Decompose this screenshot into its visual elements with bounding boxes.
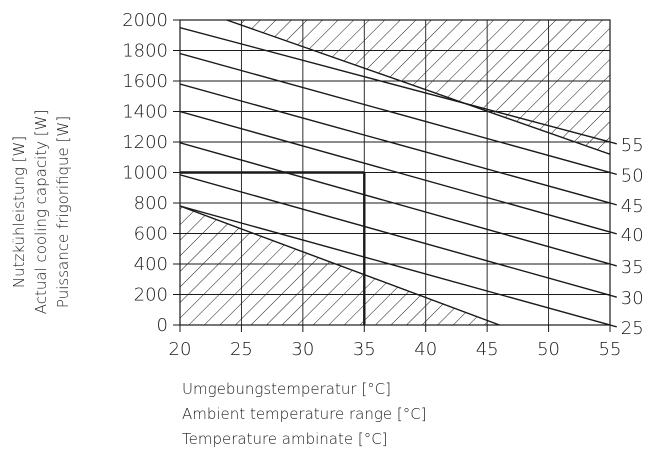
x-tick-label: 55 [599, 339, 622, 360]
capacity-line-45 [180, 83, 610, 204]
y-tick-label: 1600 [122, 71, 168, 92]
capacity-line-tail-40 [609, 231, 617, 235]
capacity-line-tail-50 [609, 171, 617, 176]
hatch-boundary-upper [226, 20, 610, 155]
capacity-line-35 [180, 142, 610, 265]
capacity-line-tail-30 [609, 294, 617, 298]
curve-label-35: 35 [621, 257, 644, 278]
capacity-line-tail-25 [609, 324, 617, 328]
x-axis-title-line-3: Temperature ambinate [°C] [182, 430, 388, 448]
x-tick-label: 30 [291, 339, 314, 360]
y-tick-label: 0 [157, 315, 168, 336]
example-reading [180, 171, 366, 325]
x-tick-label: 50 [537, 339, 560, 360]
y-tick-label: 600 [134, 224, 168, 245]
capacity-curves [180, 26, 610, 325]
y-tick-label: 1800 [122, 41, 168, 62]
curve-label-45: 45 [621, 196, 644, 217]
x-axis-title-line-2: Ambient temperature range [°C] [182, 405, 427, 423]
y-tick-label: 1200 [122, 132, 168, 153]
hatched-region-upper [226, 20, 610, 155]
curve-label-50: 50 [621, 165, 644, 186]
x-tick-label: 25 [230, 339, 253, 360]
x-tick-label: 35 [353, 339, 376, 360]
y-tick-label: 2000 [122, 10, 168, 31]
y-axis-title-line-1: Nutzkühleistung [W] [10, 136, 28, 288]
hatched-regions [180, 20, 610, 325]
capacity-line-tail-55 [609, 141, 617, 145]
y-tick-labels: 0 200 400 600 800 1000 1200 1400 1600 1800 2000 [122, 10, 168, 336]
x-tick-label: 20 [169, 339, 192, 360]
x-tick-labels: 20 25 30 35 40 45 50 55 [169, 339, 622, 360]
capacity-line-25 [180, 205, 610, 325]
curve-label-30: 30 [621, 288, 644, 309]
capacity-line-tail-35 [609, 263, 617, 267]
y-tick-label: 800 [134, 193, 168, 214]
capacity-line-50 [180, 52, 610, 174]
curve-label-55: 55 [621, 135, 644, 156]
y-axis-title-line-3: Puissance frigorifique [W] [54, 116, 72, 308]
curve-label-25: 25 [621, 318, 644, 339]
y-axis-title-line-2: Actual cooling capacity [W] [32, 110, 50, 315]
capacity-line-40 [180, 110, 610, 233]
capacity-line-55 [180, 26, 610, 143]
y-axis-title: Nutzkühleistung [W] Actual cooling capac… [10, 110, 72, 315]
capacity-line-tail-45 [609, 202, 617, 206]
curve-label-40: 40 [621, 225, 644, 246]
y-tick-label: 1400 [122, 102, 168, 123]
x-axis-title: Umgebungstemperatur [°C] Ambient tempera… [182, 380, 427, 448]
capacity-line-30 [180, 174, 610, 296]
x-tick-label: 40 [414, 339, 437, 360]
hatch-boundary-lower [180, 205, 500, 325]
y-tick-label: 400 [134, 254, 168, 275]
curve-labels: 25 30 35 40 45 50 55 [609, 135, 644, 339]
y-tick-label: 200 [134, 285, 168, 306]
y-tick-label: 1000 [122, 163, 168, 184]
x-axis-title-line-1: Umgebungstemperatur [°C] [182, 380, 391, 398]
x-tick-label: 45 [476, 339, 499, 360]
